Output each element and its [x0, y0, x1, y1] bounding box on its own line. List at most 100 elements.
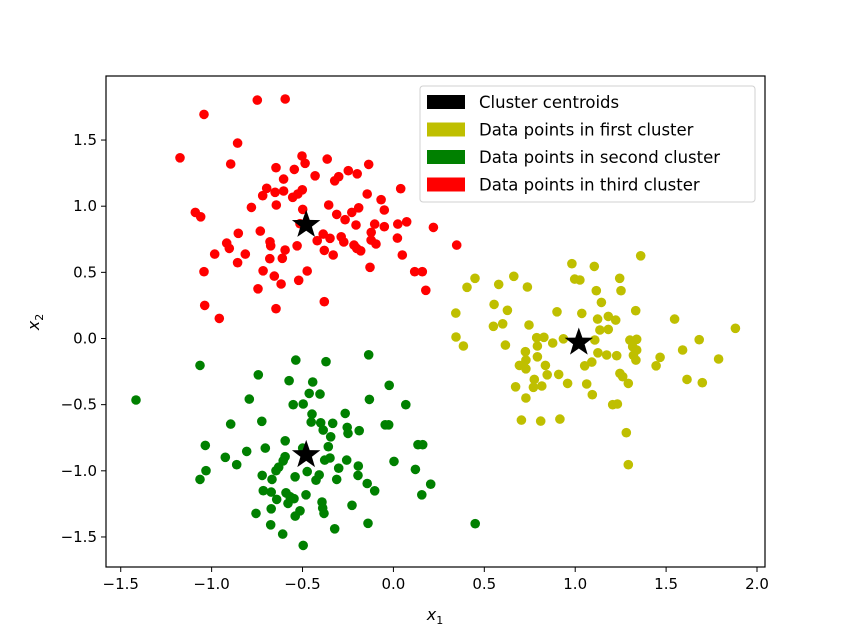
y-tick-label: −0.5 — [61, 396, 97, 414]
data-point — [611, 350, 622, 361]
data-point — [532, 352, 543, 362]
data-point — [283, 498, 293, 509]
data-point — [363, 518, 373, 529]
legend-swatch — [427, 177, 465, 192]
data-point — [297, 204, 308, 215]
data-point — [302, 466, 313, 477]
data-point — [241, 446, 252, 457]
data-point — [201, 465, 211, 476]
data-point — [319, 508, 329, 519]
data-point — [244, 394, 255, 404]
legend-swatch — [427, 150, 465, 164]
data-point — [333, 171, 344, 182]
data-point — [271, 200, 282, 210]
data-point — [401, 399, 411, 410]
legend-label: Data points in first cluster — [479, 121, 694, 140]
data-point — [488, 321, 499, 332]
data-point — [500, 340, 511, 350]
data-point — [312, 235, 323, 246]
data-point — [421, 285, 431, 296]
data-point — [280, 245, 290, 255]
data-point — [258, 266, 268, 276]
data-point — [616, 285, 626, 296]
data-point — [631, 355, 641, 365]
legend: Cluster centroids Data points in first cl… — [419, 85, 756, 203]
data-point — [694, 334, 704, 345]
data-point — [240, 249, 251, 259]
data-point — [591, 285, 602, 296]
data-point — [376, 194, 386, 205]
data-point — [516, 415, 527, 425]
data-point — [502, 305, 513, 316]
data-point — [682, 374, 692, 385]
data-point — [225, 159, 236, 169]
data-point — [669, 314, 680, 324]
data-point — [451, 332, 461, 342]
data-point — [209, 249, 220, 259]
data-point — [351, 220, 361, 230]
data-point — [340, 214, 350, 225]
data-point — [199, 109, 209, 120]
data-point — [289, 164, 300, 175]
data-point — [603, 311, 614, 322]
data-point — [292, 241, 302, 251]
data-point — [395, 183, 406, 194]
data-point — [354, 425, 365, 436]
data-point — [232, 257, 243, 268]
data-point — [220, 452, 231, 463]
data-point — [614, 273, 625, 284]
data-point — [353, 470, 363, 481]
data-point — [266, 487, 277, 497]
data-point — [451, 240, 462, 250]
data-point — [323, 441, 334, 452]
data-point — [271, 303, 281, 314]
data-point — [379, 221, 390, 232]
data-point — [587, 357, 597, 367]
data-point — [325, 432, 336, 442]
data-point — [328, 250, 339, 260]
data-point — [635, 251, 646, 261]
data-point — [417, 490, 427, 500]
data-point — [301, 490, 311, 500]
data-point — [562, 378, 573, 389]
data-point — [266, 504, 277, 514]
data-point — [267, 474, 277, 485]
data-point — [590, 335, 600, 345]
data-point — [214, 313, 225, 324]
data-points — [131, 94, 741, 551]
data-point — [225, 419, 236, 429]
data-point — [552, 307, 562, 317]
data-point — [596, 297, 607, 308]
data-point — [558, 334, 569, 344]
data-point — [351, 243, 362, 254]
x-axis-ticks: −1.5 −1.0 −0.5 0.0 0.5 1.0 1.5 2.0 — [103, 567, 769, 593]
data-point — [331, 209, 342, 220]
data-point — [315, 389, 325, 399]
data-point — [581, 379, 592, 389]
data-point — [362, 189, 373, 199]
data-point — [425, 479, 436, 490]
data-point — [521, 355, 531, 365]
data-point — [255, 226, 266, 236]
data-point — [601, 350, 612, 360]
data-point — [253, 370, 264, 380]
data-point — [497, 319, 508, 329]
data-point — [343, 165, 354, 176]
data-point — [253, 284, 263, 294]
data-point — [284, 375, 294, 386]
data-point — [231, 459, 242, 470]
data-point — [232, 138, 243, 148]
data-point — [304, 388, 315, 399]
data-point — [553, 369, 564, 380]
data-point — [535, 416, 546, 426]
data-point — [290, 472, 300, 482]
y-tick-label: 0.0 — [73, 330, 97, 348]
data-point — [291, 355, 301, 365]
data-point — [362, 478, 373, 489]
data-point — [521, 364, 531, 374]
y-axis-ticks: −1.5 −1.0 −0.5 0.0 0.5 1.0 1.5 — [61, 131, 106, 546]
data-point — [352, 169, 363, 179]
data-point — [397, 250, 408, 260]
data-point — [389, 456, 399, 467]
